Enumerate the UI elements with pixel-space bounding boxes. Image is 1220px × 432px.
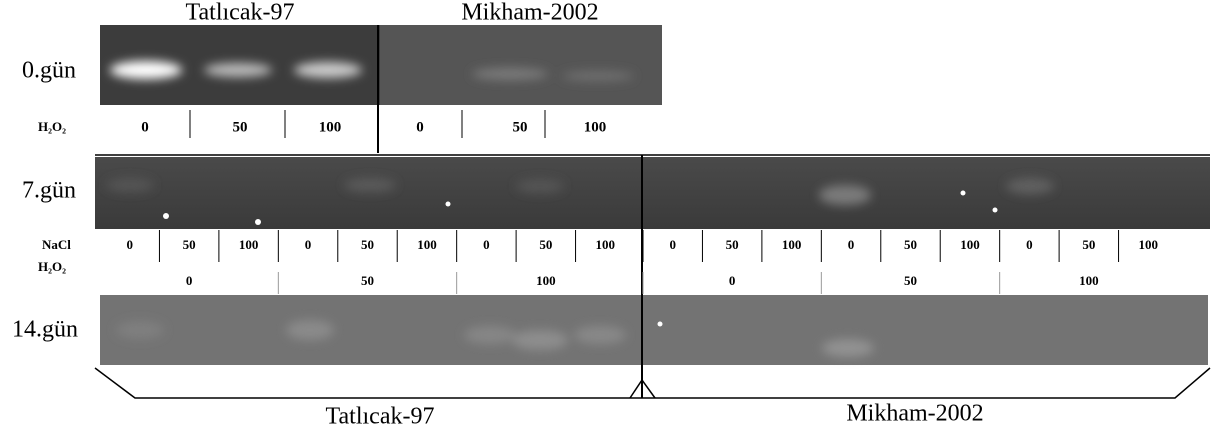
lane-label: 0 bbox=[669, 237, 676, 252]
gel bbox=[380, 25, 662, 105]
row-label: NaCl bbox=[42, 237, 71, 252]
figure: Tatlıcak-97 Mikham-2002 0.gün H₂O₂ 7.gün… bbox=[0, 0, 1220, 432]
strain-label: Mikham-2002 bbox=[461, 0, 598, 26]
strain-label: Tatlıcak-97 bbox=[326, 404, 435, 430]
day-label: 7.gün bbox=[22, 178, 76, 204]
lane-label: 50 bbox=[1082, 237, 1095, 252]
lane-label: 100 bbox=[1139, 237, 1159, 252]
day-label: 0.gün bbox=[22, 58, 76, 84]
lane-label: 50 bbox=[361, 237, 374, 252]
group-label: 0 bbox=[186, 273, 193, 288]
lane-label: 50 bbox=[726, 237, 739, 252]
gel bbox=[95, 157, 1210, 229]
strain-label: Tatlıcak-97 bbox=[186, 0, 295, 26]
lane-label: 0 bbox=[483, 237, 490, 252]
label-strip bbox=[95, 229, 1210, 295]
lane-label: 50 bbox=[539, 237, 552, 252]
row-label: H₂O₂ bbox=[38, 119, 66, 134]
lane-label: 0 bbox=[141, 119, 149, 135]
group-label: 0 bbox=[729, 273, 736, 288]
gel bbox=[100, 295, 1208, 365]
lane-label: 0 bbox=[1026, 237, 1033, 252]
lane-label: 100 bbox=[596, 237, 616, 252]
day-label: 14.gün bbox=[12, 317, 78, 343]
lane-label: 0 bbox=[126, 237, 133, 252]
label-strip bbox=[100, 105, 662, 151]
lane-label: 100 bbox=[584, 119, 607, 135]
bracket bbox=[630, 380, 642, 398]
lane-label: 100 bbox=[782, 237, 802, 252]
lane-label: 50 bbox=[904, 237, 917, 252]
lane-label: 100 bbox=[417, 237, 437, 252]
group-label: 50 bbox=[361, 273, 374, 288]
lane-label: 50 bbox=[183, 237, 196, 252]
group-label: 100 bbox=[1079, 273, 1099, 288]
lane-label: 50 bbox=[233, 119, 248, 135]
lane-label: 50 bbox=[513, 119, 528, 135]
lane-label: 100 bbox=[960, 237, 980, 252]
group-label: 100 bbox=[536, 273, 556, 288]
group-label: 50 bbox=[904, 273, 917, 288]
lane-label: 0 bbox=[848, 237, 855, 252]
row-label: H₂O₂ bbox=[38, 259, 66, 274]
lane-label: 0 bbox=[416, 119, 424, 135]
lane-label: 100 bbox=[319, 119, 342, 135]
lane-label: 0 bbox=[305, 237, 312, 252]
bracket bbox=[642, 380, 655, 398]
strain-label: Mikham-2002 bbox=[846, 401, 983, 427]
lane-label: 100 bbox=[239, 237, 259, 252]
